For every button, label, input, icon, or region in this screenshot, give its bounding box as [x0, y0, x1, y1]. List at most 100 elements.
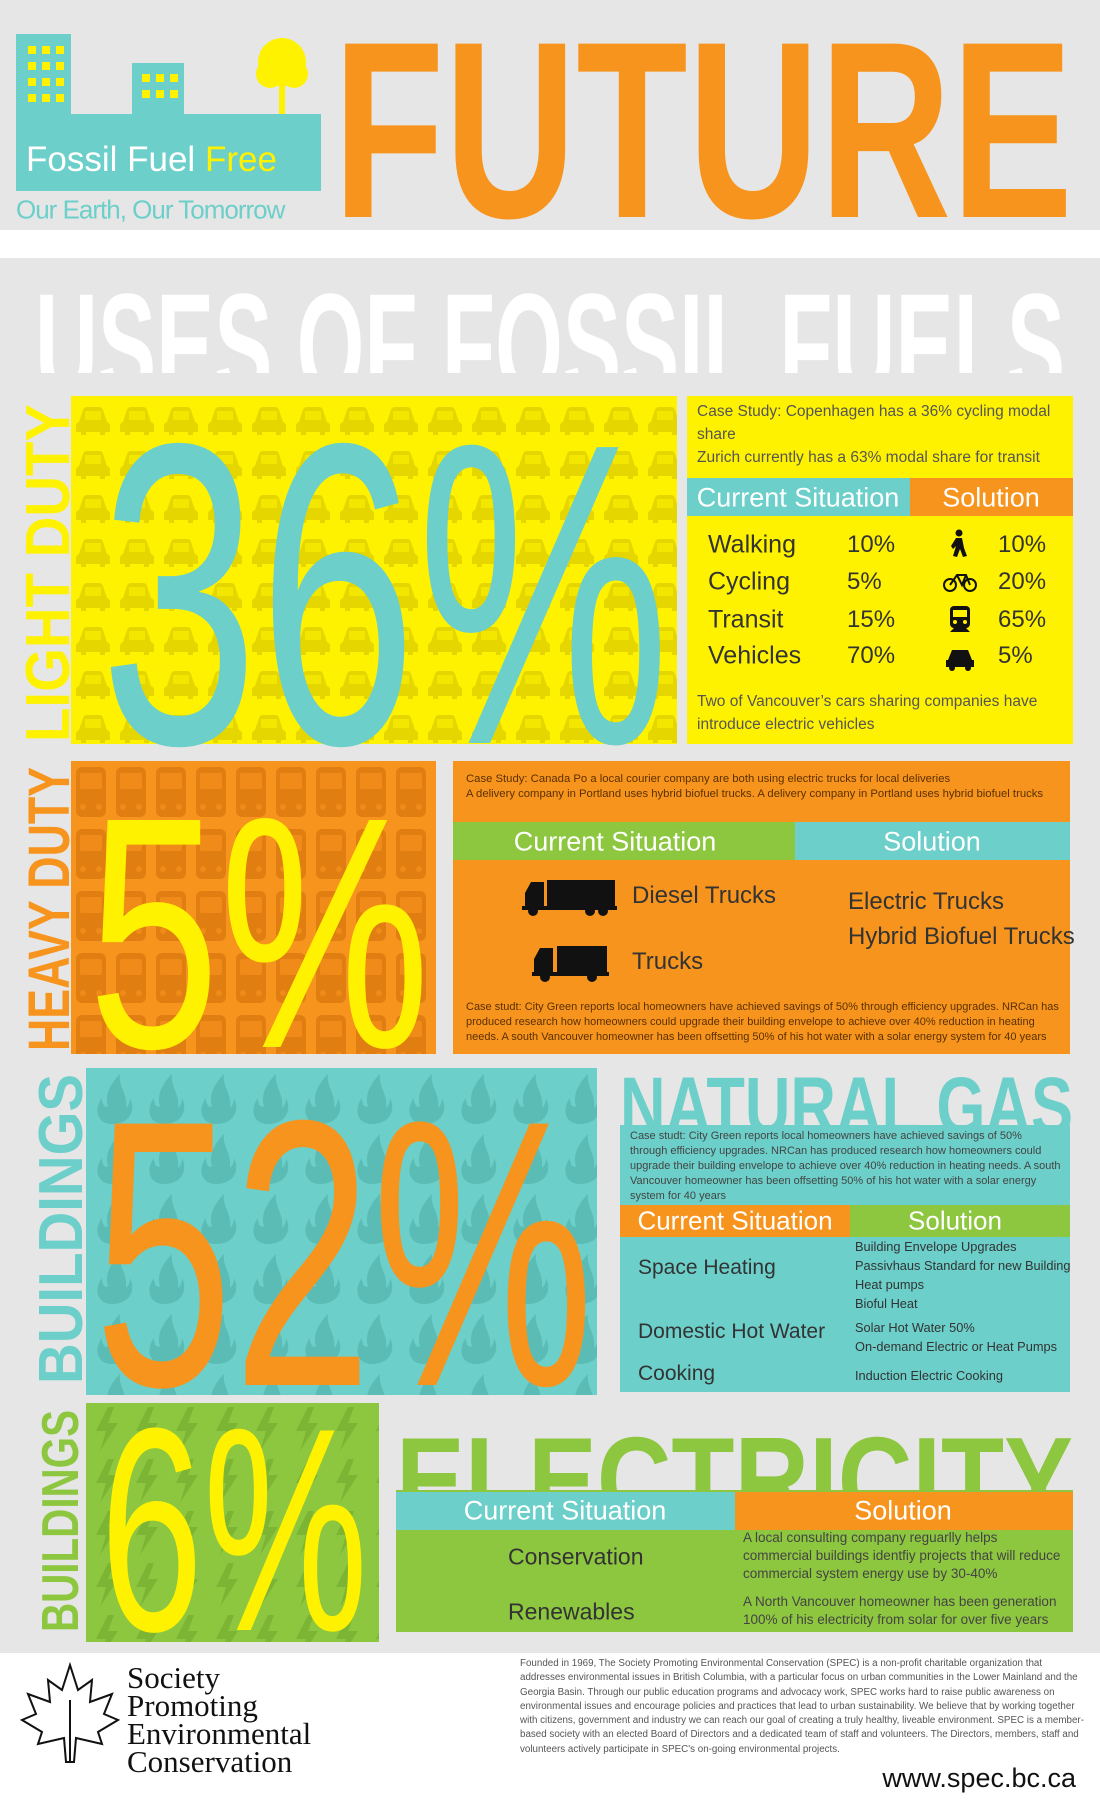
section-label: BUILDINGS	[27, 1074, 96, 1384]
section-label: LIGHT DUTY	[14, 404, 83, 742]
current-heading: Current Situation	[463, 1495, 667, 1526]
case-study-line: Case Study: Copenhagen has a 36% cycling…	[697, 403, 1051, 443]
current-heading: Current Situation	[637, 1205, 833, 1236]
current-heading: Current Situation	[696, 482, 900, 513]
current-vehicle: Trucks	[632, 948, 704, 975]
solution-heading: Solution	[883, 826, 981, 857]
about-text: Founded in 1969, The Society Promoting E…	[520, 1658, 1084, 1755]
current-header	[687, 478, 910, 516]
energy-use: Domestic Hot Water	[638, 1320, 826, 1343]
walk-icon	[951, 529, 967, 557]
brand-main: Fossil Fuel	[26, 140, 196, 179]
current-share: 10%	[847, 531, 896, 558]
mode: Walking	[708, 530, 796, 559]
solution-item: Heat pumps	[855, 1277, 924, 1292]
bike-icon	[943, 574, 977, 592]
current-vehicle: Diesel Trucks	[632, 882, 777, 909]
natural-gas-panel	[620, 1125, 1070, 1392]
car-pattern	[71, 396, 677, 744]
mode: Cycling	[708, 567, 790, 596]
train-icon	[950, 606, 970, 632]
mode: Transit	[708, 605, 784, 634]
current-header	[620, 1205, 850, 1237]
bolt-pattern	[86, 1403, 379, 1642]
car-icon	[946, 650, 974, 671]
energy-use: Cooking	[638, 1362, 716, 1385]
brand: Fossil Fuel Free	[26, 140, 277, 180]
case-study: Case Study: Canada Po a local courier co…	[466, 772, 1043, 802]
case-study: Case studt: City Green reports local hom…	[466, 1001, 1059, 1043]
solution-list: Building Envelope Upgrades Passivhaus St…	[855, 1237, 1071, 1313]
org-name: Society Promoting Environmental Conserva…	[127, 1660, 312, 1779]
current-share: 5%	[847, 568, 882, 595]
solution-item: Passivhaus Standard for new Building	[855, 1258, 1071, 1273]
case-study-line: Zurich currently has a 63% modal share f…	[697, 449, 1040, 466]
energy-use: Conservation	[508, 1543, 644, 1570]
solution-list: Induction Electric Cooking	[855, 1366, 1003, 1385]
white-band	[0, 230, 1100, 258]
section-label: HEAVY DUTY	[17, 767, 82, 1051]
solution-item: Bioful Heat	[855, 1296, 918, 1311]
tree	[256, 38, 308, 114]
case-study: Case Study: Copenhagen has a 36% cycling…	[697, 400, 1057, 469]
energy-use: Renewables	[508, 1598, 635, 1625]
note: Two of Vancouver’s cars sharing companie…	[697, 693, 1038, 733]
current-heading: Current Situation	[513, 826, 717, 857]
org-name-line: Promoting	[127, 1688, 258, 1723]
solution-share: 10%	[998, 531, 1047, 558]
solution-heading: Solution	[942, 482, 1040, 513]
solution-heading: Solution	[854, 1495, 952, 1526]
case-study: Case studt: City Green reports local hom…	[630, 1130, 1061, 1202]
section-label: BUILDINGS	[32, 1410, 90, 1632]
solution-header	[910, 478, 1073, 516]
website: www.spec.bc.ca	[882, 1763, 1076, 1793]
case-study-line: A delivery company in Portland uses hybr…	[466, 788, 1044, 800]
big-percent: 36%	[100, 355, 670, 835]
light-duty-panel	[687, 396, 1073, 744]
solution-vehicle: Electric Trucks	[848, 888, 1005, 915]
solution-item: Building Envelope Upgrades	[855, 1239, 1017, 1254]
case-study-line: Case Study: Canada Po a local courier co…	[466, 773, 951, 785]
org-name-line: Conservation	[127, 1744, 293, 1779]
diesel-truck-icon	[522, 880, 617, 916]
big-percent: 52%	[94, 1041, 594, 1466]
solution-heading: Solution	[908, 1205, 1002, 1236]
solution-vehicle: Hybrid Biofuel Trucks	[848, 923, 1075, 950]
current-header	[396, 1492, 735, 1530]
current-share: 15%	[847, 606, 896, 633]
tagline: Our Earth, Our Tomorrow	[16, 194, 285, 225]
brand-accent: Free	[204, 140, 277, 179]
solution-list: Solar Hot Water 50% On-demand Electric o…	[855, 1318, 1057, 1356]
solution-header	[795, 822, 1070, 860]
solution-share: 20%	[998, 568, 1047, 595]
org-name-line: Society	[127, 1660, 220, 1695]
solution-item: Solar Hot Water 50%	[855, 1320, 975, 1335]
solution-item: Induction Electric Cooking	[855, 1368, 1003, 1383]
mode-icons	[943, 529, 977, 671]
mode: Vehicles	[708, 641, 802, 670]
truck-icon	[532, 946, 609, 982]
solution-header	[735, 1492, 1073, 1530]
main-title: FUTURE	[333, 0, 1073, 271]
solution-text: A local consulting company reguarlly hel…	[743, 1530, 1061, 1581]
org-name-line: Environmental	[127, 1716, 312, 1751]
solution-text: A North Vancouver homeowner has been gen…	[743, 1594, 1057, 1627]
solution-share: 5%	[998, 642, 1033, 669]
solution-share: 65%	[998, 606, 1047, 633]
big-percent: 5%	[88, 748, 430, 1117]
truck-icons	[522, 880, 617, 982]
banner-title: USES OF FOSSIL FUELS	[35, 262, 1065, 430]
footer-bg	[0, 1653, 1100, 1800]
solution-header	[850, 1205, 1070, 1237]
current-header	[453, 822, 795, 860]
solution-item: On-demand Electric or Heat Pumps	[855, 1339, 1057, 1354]
bus-pattern	[71, 761, 436, 1054]
windows	[28, 46, 178, 102]
current-share: 70%	[847, 642, 896, 669]
flame-pattern	[86, 1068, 597, 1395]
energy-use: Space Heating	[638, 1256, 776, 1279]
brand-box	[16, 128, 321, 191]
